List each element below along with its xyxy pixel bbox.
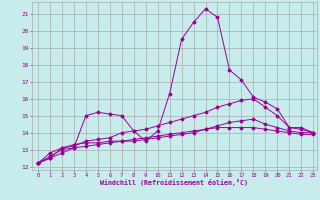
X-axis label: Windchill (Refroidissement éolien,°C): Windchill (Refroidissement éolien,°C) <box>100 179 248 186</box>
